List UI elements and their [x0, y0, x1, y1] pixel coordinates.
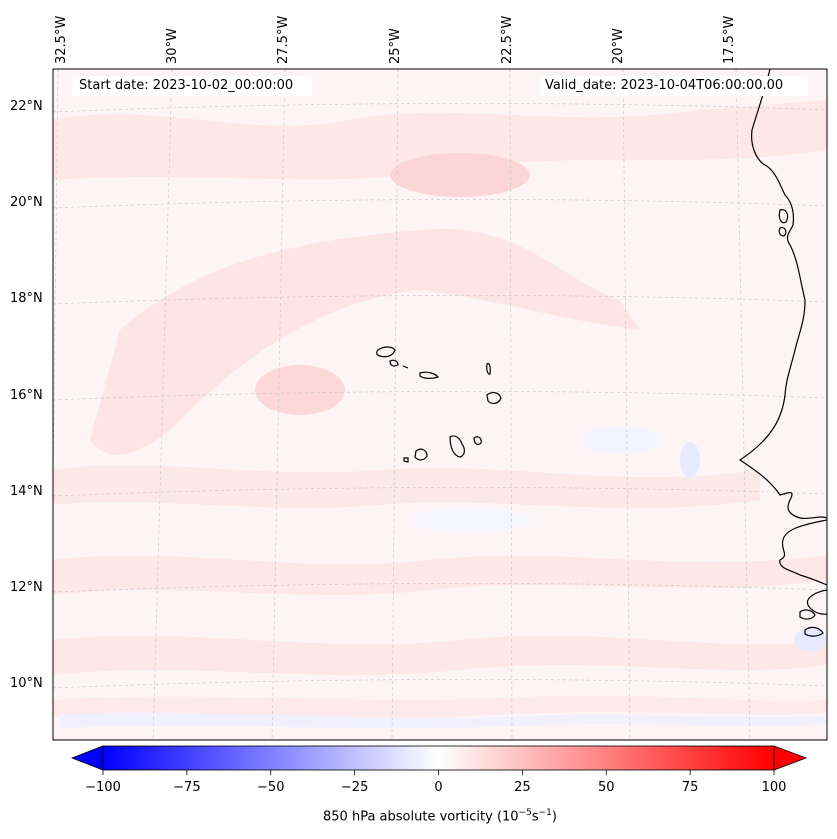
coastline: [376, 69, 827, 637]
start-date-text: Start date: 2023-10-02_00:00:00: [79, 78, 294, 93]
colorbar-tick-label: −75: [173, 780, 201, 795]
gridlines: [53, 69, 827, 740]
colorbar-tick-label: 100: [761, 780, 787, 795]
colorbar-tick-label: 0: [434, 780, 443, 795]
lon-label-32-5w: 32.5°W: [54, 15, 69, 64]
lat-label-14n: 14°N: [10, 484, 43, 499]
colorbar-bar: [102, 745, 775, 771]
colorbar: [70, 745, 808, 775]
colorbar-label: 850 hPa absolute vorticity (10−5s−1): [323, 808, 557, 825]
colorbar-tick-label: 50: [597, 780, 615, 795]
colorbar-extend-low: [70, 745, 104, 771]
lat-label-18n: 18°N: [10, 291, 43, 306]
lon-label-20w: 20°W: [611, 28, 626, 64]
colorbar-tick-label: −100: [85, 780, 121, 795]
lon-label-30w: 30°W: [165, 28, 180, 64]
colorbar-extend-high: [773, 745, 808, 771]
map-frame: [52, 68, 828, 741]
valid-date-text: Valid_date: 2023-10-04T06:00:00.00: [545, 78, 784, 93]
lat-label-16n: 16°N: [10, 388, 43, 403]
colorbar-tick-label: 75: [681, 780, 699, 795]
lon-label-25w: 25°W: [388, 28, 403, 64]
lon-label-27-5w: 27.5°W: [276, 15, 291, 64]
valid-date-box: [540, 76, 808, 96]
lon-label-17-5w: 17.5°W: [722, 15, 737, 64]
lon-label-22-5w: 22.5°W: [500, 15, 515, 64]
lat-label-10n: 10°N: [10, 676, 43, 691]
lat-label-12n: 12°N: [10, 580, 43, 595]
colorbar-tick-label: 25: [514, 780, 531, 795]
colorbar-tick-label: −25: [340, 780, 369, 795]
start-date-box: [72, 76, 312, 96]
lat-label-22n: 22°N: [10, 99, 43, 114]
lat-label-20n: 20°N: [10, 195, 43, 210]
vorticity-field: [53, 69, 827, 740]
colorbar-tick-label: −50: [257, 780, 285, 795]
